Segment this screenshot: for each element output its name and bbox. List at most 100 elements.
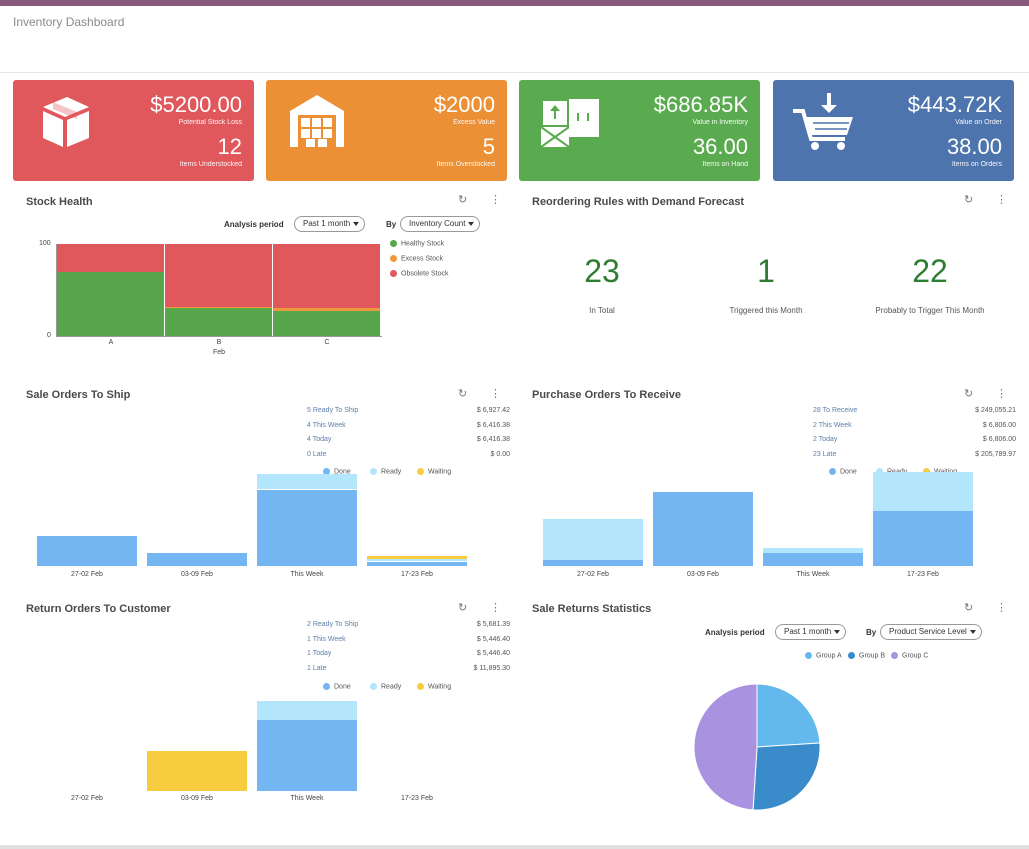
legend-item: Done [323, 683, 351, 690]
legend-item: Healthy Stock [390, 240, 444, 247]
reorder-total-label: In Total [589, 306, 615, 315]
legend-item: Ready [370, 468, 401, 475]
legend-label: Done [334, 468, 351, 476]
chart-bar [165, 244, 273, 307]
chevron-down-icon [468, 222, 475, 226]
chart-bar [257, 701, 357, 720]
x-tick-label: 03-09 Feb [181, 795, 213, 802]
stat-label: 0 Late [307, 450, 327, 458]
legend-label: Obsolete Stock [401, 270, 449, 278]
x-axis-label: Feb [212, 349, 226, 356]
kpi-value-secondary: 5 [482, 134, 495, 159]
legend-item: Waiting [417, 468, 451, 475]
analysis-period-value: Past 1 month [303, 219, 351, 228]
legend-label: Done [840, 468, 857, 476]
refresh-icon[interactable]: ↻ [458, 194, 468, 206]
packages-icon [540, 99, 599, 148]
kpi-card-stock-loss[interactable]: $5200.00 Potential Stock Loss 12 Items U… [13, 80, 254, 181]
more-options-icon[interactable]: ⋮ [490, 602, 501, 614]
analysis-period-value: Past 1 month [784, 627, 832, 636]
kpi-card-excess[interactable]: $2000 Excess Value 5 Items Overstocked [266, 80, 507, 181]
legend-item: Done [323, 468, 351, 475]
stat-value: $ 6,416.38 [476, 421, 510, 429]
legend-label: Group C [902, 652, 929, 660]
chart-bar [653, 492, 753, 566]
more-options-icon[interactable]: ⋮ [490, 194, 501, 206]
cart-icon [793, 93, 853, 150]
x-tick-label: 27-02 Feb [71, 571, 103, 578]
kpi-card-orders[interactable]: $443.72K Value on Order 38.00 Items on O… [773, 80, 1014, 181]
kpi-label-secondary: Items on Orders [951, 161, 1002, 168]
x-tick-label: 03-09 Feb [687, 571, 719, 578]
legend-dot [390, 255, 397, 262]
legend-label: Group B [859, 652, 886, 660]
legend-dot [805, 652, 812, 659]
legend-label: Healthy Stock [401, 240, 445, 248]
refresh-icon[interactable]: ↻ [458, 602, 468, 614]
legend-item: Group C [891, 652, 928, 659]
refresh-icon[interactable]: ↻ [964, 194, 974, 206]
chart-bar [763, 548, 863, 553]
chart-bar [257, 719, 357, 791]
y-axis-line [56, 244, 57, 336]
chart-bar [147, 553, 247, 566]
legend-dot [323, 468, 330, 475]
stat-label: 5 Ready To Ship [307, 407, 359, 414]
more-options-icon[interactable]: ⋮ [996, 194, 1007, 206]
x-tick-label: This Week [290, 795, 324, 802]
chevron-down-icon [969, 630, 976, 634]
stat-value: $ 5,681.39 [476, 621, 510, 628]
top-navbar [0, 0, 1029, 6]
stat-label: 4 This Week [307, 421, 346, 429]
legend-dot [417, 468, 424, 475]
kpi-value-secondary: 36.00 [692, 134, 748, 159]
chart-bar [165, 306, 273, 309]
stat-value: $ 6,806.00 [982, 436, 1016, 443]
legend-dot [370, 683, 377, 690]
sale-returns-title: Sale Returns Statistics [532, 603, 652, 615]
stat-value: $ 205,789.97 [975, 450, 1016, 458]
kpi-value-secondary: 12 [217, 134, 242, 159]
more-options-icon[interactable]: ⋮ [490, 388, 501, 400]
reorder-total-value: 23 [584, 253, 620, 289]
reorder-triggered-label: Triggered this Month [729, 306, 803, 315]
analysis-period-select[interactable]: Past 1 month [775, 624, 847, 640]
refresh-icon[interactable]: ↻ [964, 602, 974, 614]
kpi-card-inventory[interactable]: $686.85K Value in Inventory 36.00 Items … [519, 80, 760, 181]
x-tick-label: 17-23 Feb [401, 795, 433, 802]
stat-value: $ 6,416.38 [476, 436, 510, 443]
chart-bar [873, 471, 973, 512]
legend-item: Group A [805, 652, 842, 659]
stat-label: 2 Today [813, 436, 838, 443]
by-select[interactable]: Inventory Count [400, 216, 481, 232]
chart-bar [367, 561, 467, 566]
stat-label: 1 Late [307, 664, 327, 672]
stat-label: 4 Today [307, 436, 332, 443]
pie-slice [752, 742, 821, 811]
y-tick-label: 0 [47, 332, 51, 339]
kpi-value-primary: $443.72K [907, 92, 1002, 117]
stat-label: 2 Ready To Ship [307, 621, 359, 628]
legend-label: Done [334, 683, 351, 691]
chart-bar [37, 536, 137, 566]
legend-label: Waiting [428, 468, 452, 476]
reorder-probable-value: 22 [912, 253, 948, 289]
chart-bar [147, 751, 247, 791]
legend-label: Group A [816, 652, 842, 660]
analysis-period-label: Analysis period [224, 220, 284, 229]
kpi-value-primary: $5200.00 [150, 92, 242, 117]
more-options-icon[interactable]: ⋮ [996, 388, 1007, 400]
chart-bar [273, 311, 381, 336]
analysis-period-select[interactable]: Past 1 month [294, 216, 366, 232]
legend-dot [891, 652, 898, 659]
refresh-icon[interactable]: ↻ [964, 388, 974, 400]
chart-bar [367, 558, 467, 562]
kpi-label-primary: Value in Inventory [692, 119, 748, 126]
chevron-down-icon [353, 222, 360, 226]
more-options-icon[interactable]: ⋮ [996, 602, 1007, 614]
by-value: Inventory Count [409, 219, 466, 228]
by-select[interactable]: Product Service Level [880, 624, 982, 640]
legend-dot [417, 683, 424, 690]
stat-label: 2 This Week [813, 421, 852, 429]
refresh-icon[interactable]: ↻ [458, 388, 468, 400]
